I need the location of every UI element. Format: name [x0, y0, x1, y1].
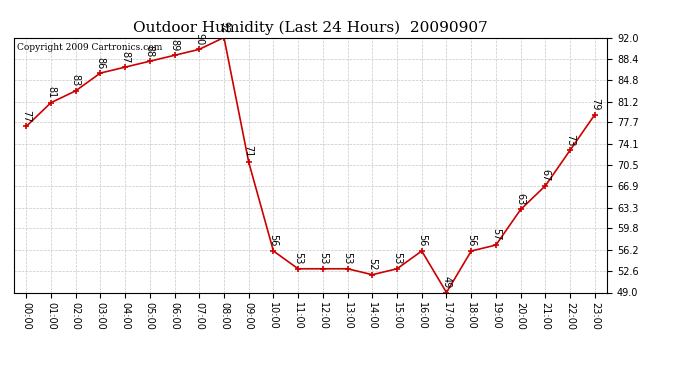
Text: 86: 86: [95, 57, 106, 69]
Text: 88: 88: [145, 45, 155, 57]
Text: 63: 63: [515, 193, 526, 205]
Text: 53: 53: [392, 252, 402, 265]
Text: 81: 81: [46, 86, 56, 99]
Text: 92: 92: [219, 21, 229, 33]
Text: 73: 73: [565, 134, 575, 146]
Text: 89: 89: [170, 39, 179, 51]
Text: 79: 79: [590, 98, 600, 110]
Text: 83: 83: [70, 75, 81, 87]
Text: 77: 77: [21, 110, 31, 122]
Text: 53: 53: [293, 252, 303, 265]
Text: 49: 49: [442, 276, 451, 288]
Text: 57: 57: [491, 228, 501, 241]
Title: Outdoor Humidity (Last 24 Hours)  20090907: Outdoor Humidity (Last 24 Hours) 2009090…: [133, 21, 488, 35]
Text: 87: 87: [120, 51, 130, 63]
Text: 56: 56: [417, 234, 426, 247]
Text: 52: 52: [367, 258, 377, 270]
Text: 56: 56: [268, 234, 278, 247]
Text: 56: 56: [466, 234, 476, 247]
Text: Copyright 2009 Cartronics.com: Copyright 2009 Cartronics.com: [17, 43, 162, 52]
Text: 67: 67: [540, 169, 551, 182]
Text: 53: 53: [318, 252, 328, 265]
Text: 71: 71: [244, 146, 254, 158]
Text: 53: 53: [343, 252, 353, 265]
Text: 90: 90: [195, 33, 204, 45]
